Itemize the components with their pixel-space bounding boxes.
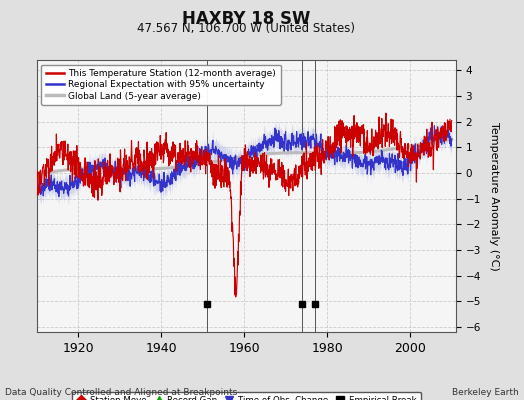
Y-axis label: Temperature Anomaly (°C): Temperature Anomaly (°C) — [489, 122, 499, 270]
Text: Data Quality Controlled and Aligned at Breakpoints: Data Quality Controlled and Aligned at B… — [5, 388, 237, 397]
Text: Berkeley Earth: Berkeley Earth — [452, 388, 519, 397]
Legend: Station Move, Record Gap, Time of Obs. Change, Empirical Break: Station Move, Record Gap, Time of Obs. C… — [72, 392, 421, 400]
Text: HAXBY 18 SW: HAXBY 18 SW — [182, 10, 310, 28]
Text: 47.567 N, 106.700 W (United States): 47.567 N, 106.700 W (United States) — [137, 22, 355, 35]
